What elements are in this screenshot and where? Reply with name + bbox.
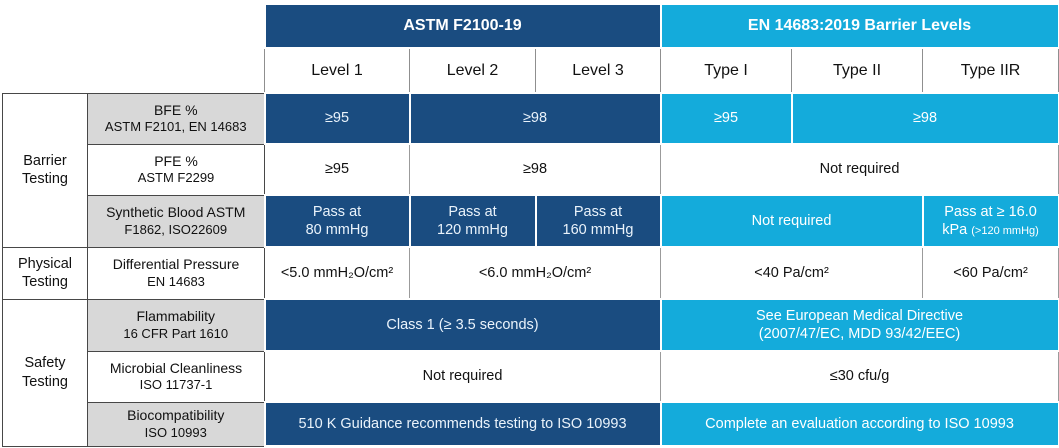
cell-bio-en-all: Complete an evaluation according to ISO … <box>659 401 1059 447</box>
row-microbial-cleanliness: Microbial Cleanliness ISO 11737-1 Not re… <box>3 350 1059 403</box>
cell-bfe-en-type2-2r: ≥98 <box>790 92 1059 145</box>
test-standard: ASTM F2299 <box>137 170 215 186</box>
corner-blank <box>2 4 265 48</box>
cell-pfe-astm-level1: ≥95 <box>264 143 410 196</box>
cell-line: Pass at ≥ 16.0 <box>944 203 1037 220</box>
row-label-flammability: Flammability 16 CFR Part 1610 <box>87 298 265 352</box>
row-biocompatibility: Biocompatibility ISO 10993 510 K Guidanc… <box>3 401 1059 447</box>
cell-bfe-astm-level1: ≥95 <box>263 92 411 145</box>
cell-line: See European Medical Directive <box>755 307 964 324</box>
cell-dp-astm-level1: <5.0 mmH₂O/cm² <box>264 246 410 300</box>
test-standard: F1862, ISO22609 <box>124 221 228 237</box>
test-name: PFE % <box>154 152 198 169</box>
row-differential-pressure: Physical Testing Differential Pressure E… <box>2 246 1059 300</box>
test-standard: ISO 10993 <box>144 424 207 440</box>
test-name: Microbial Cleanliness <box>109 359 243 376</box>
test-standard: ASTM F2101, EN 14683 <box>104 119 247 135</box>
header-en-14683: EN 14683:2019 Barrier Levels <box>659 3 1059 49</box>
cell-pfe-en-all: Not required <box>660 143 1059 196</box>
header-row-titles: ASTM F2100-19 EN 14683:2019 Barrier Leve… <box>2 3 1059 49</box>
cell-micro-astm-all: Not required <box>263 350 662 403</box>
corner-blank <box>2 48 265 93</box>
cell-pfe-astm-level2-3: ≥98 <box>408 143 662 196</box>
cell-line: Pass at <box>448 203 497 220</box>
header-row-levels: Level 1 Level 2 Level 3 Type I Type II T… <box>2 47 1059 94</box>
test-name: Differential Pressure <box>112 256 240 273</box>
col-header-level-1: Level 1 <box>264 47 410 94</box>
test-standard: EN 14683 <box>147 273 205 289</box>
test-name: Biocompatibility <box>127 407 225 424</box>
cell-line: kPa (>120 mmHg) <box>928 221 1054 239</box>
group-physical-testing: Physical Testing <box>2 246 88 300</box>
test-standard: 16 CFR Part 1610 <box>123 325 229 341</box>
row-label-synthetic-blood: Synthetic Blood ASTM F1862, ISO22609 <box>87 194 265 248</box>
cell-dp-en-type1-2: <40 Pa/cm² <box>660 246 924 300</box>
cell-line: Pass at <box>312 203 362 220</box>
cell-blood-astm-level2: Pass at 120 mmHg <box>408 194 537 248</box>
col-header-type-iir: Type IIR <box>922 47 1059 94</box>
col-header-level-3: Level 3 <box>534 47 662 94</box>
header-astm-f2100: ASTM F2100-19 <box>263 3 662 49</box>
cell-micro-en-all: ≤30 cfu/g <box>660 350 1059 403</box>
cell-line: 120 mmHg <box>437 222 508 238</box>
cell-line: Pass at <box>573 203 623 220</box>
group-barrier-testing: Barrier Testing <box>2 92 88 248</box>
cell-blood-en-type2r: Pass at ≥ 16.0 kPa (>120 mmHg) <box>921 194 1059 248</box>
kpa-note: (>120 mmHg) <box>971 225 1039 237</box>
cell-bfe-astm-level2-3: ≥98 <box>408 92 662 145</box>
test-name: BFE % <box>153 101 198 118</box>
cell-line: 160 mmHg <box>562 222 634 238</box>
cell-flam-en-all: See European Medical Directive (2007/47/… <box>659 298 1059 352</box>
group-safety-testing: Safety Testing <box>2 298 88 447</box>
row-label-pfe: PFE % ASTM F2299 <box>87 143 265 196</box>
cell-line: 80 mmHg <box>305 222 369 238</box>
row-synthetic-blood: Synthetic Blood ASTM F1862, ISO22609 Pas… <box>3 194 1059 248</box>
row-label-differential-pressure: Differential Pressure EN 14683 <box>87 246 265 300</box>
mask-standards-comparison-table: ASTM F2100-19 EN 14683:2019 Barrier Leve… <box>2 3 1059 447</box>
test-name: Synthetic Blood ASTM <box>106 204 246 221</box>
test-standard: ISO 11737-1 <box>139 377 213 393</box>
cell-dp-en-type2r: <60 Pa/cm² <box>922 246 1059 300</box>
cell-dp-astm-level2-3: <6.0 mmH₂O/cm² <box>408 246 662 300</box>
cell-bio-astm-all: 510 K Guidance recommends testing to ISO… <box>263 401 662 447</box>
cell-bfe-en-type1: ≥95 <box>659 92 793 145</box>
row-flammability: Safety Testing Flammability 16 CFR Part … <box>2 298 1059 447</box>
cell-line: (2007/47/EC, MDD 93/42/EEC) <box>758 326 961 342</box>
cell-blood-astm-level1: Pass at 80 mmHg <box>263 194 411 248</box>
row-bfe: Barrier Testing BFE % ASTM F2101, EN 146… <box>2 92 1059 248</box>
row-label-microbial: Microbial Cleanliness ISO 11737-1 <box>87 350 265 403</box>
kpa-text: kPa <box>942 222 972 238</box>
cell-blood-en-type1-2: Not required <box>659 194 924 248</box>
row-label-bfe: BFE % ASTM F2101, EN 14683 <box>87 92 265 145</box>
row-pfe: PFE % ASTM F2299 ≥95 ≥98 Not required <box>3 143 1059 196</box>
col-header-type-ii: Type II <box>791 47 924 94</box>
test-name: Flammability <box>136 308 216 325</box>
col-header-type-i: Type I <box>660 47 793 94</box>
cell-flam-astm-all: Class 1 (≥ 3.5 seconds) <box>263 298 662 352</box>
cell-blood-astm-level3: Pass at 160 mmHg <box>534 194 662 248</box>
col-header-level-2: Level 2 <box>409 47 536 94</box>
row-label-biocompatibility: Biocompatibility ISO 10993 <box>87 401 265 447</box>
